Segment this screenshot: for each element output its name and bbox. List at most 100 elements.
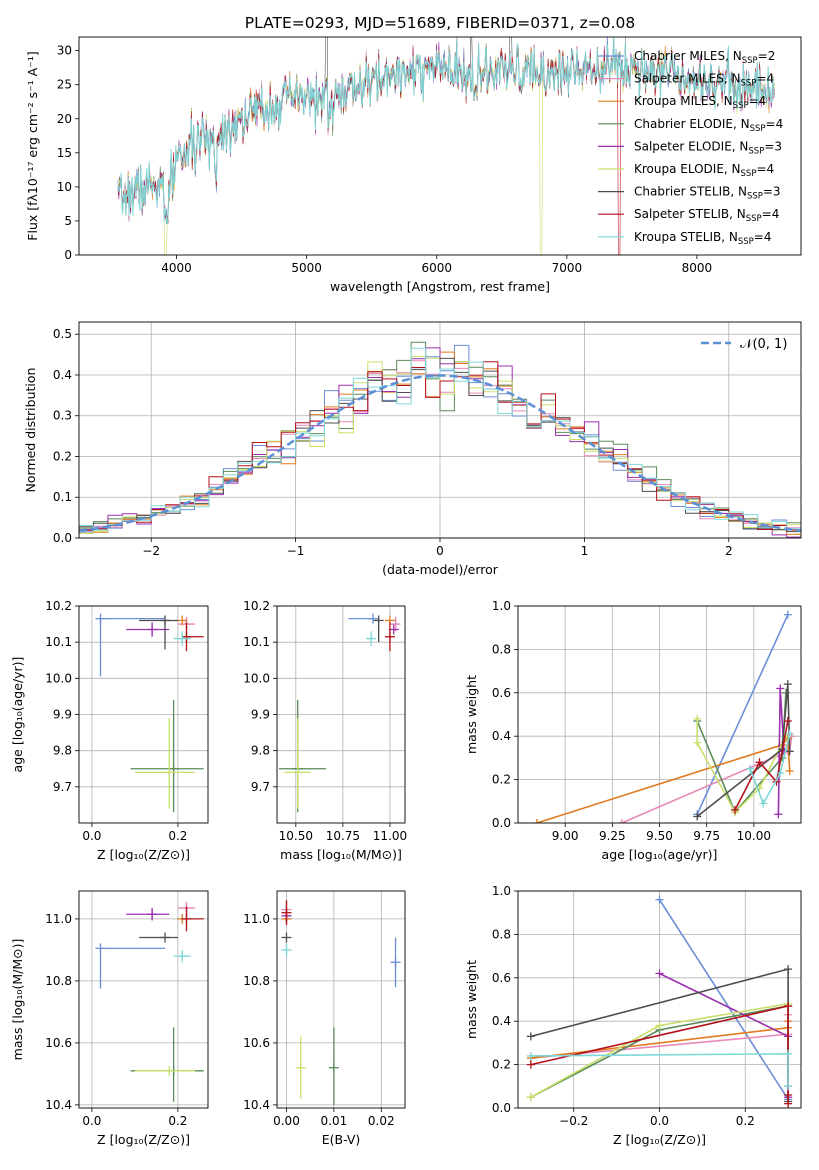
x-axis-label: mass [log₁₀(M/M⊙)] [280, 847, 402, 862]
legend-label-tail: =4 [756, 72, 774, 86]
x-tick-label: 1 [581, 544, 589, 558]
axes-frame [517, 605, 802, 824]
y-tick-label: 11.0 [243, 912, 270, 926]
weight-line-chabrier-elodie [696, 692, 787, 814]
legend-label-tail: =3 [763, 185, 781, 199]
x-tick-label: 0.2 [736, 1114, 755, 1128]
legend-label-sub: SSP [741, 79, 757, 89]
y-axis-label: mass [log₁₀(M/M⊙)] [10, 939, 25, 1061]
y-tick-label: 10.2 [45, 599, 72, 613]
x-tick-label: 6000 [421, 261, 452, 275]
plot-area [79, 341, 801, 538]
legend-label-tail: =4 [749, 94, 767, 108]
legend-label-tail: =2 [758, 49, 776, 63]
y-tick-label: 0.2 [53, 449, 72, 463]
y-tick-label: 0.5 [53, 327, 72, 341]
legend-label: Chabrier ELODIE, NSSP=4 [634, 117, 783, 134]
y-tick-label: 0.0 [53, 531, 72, 545]
legend-label-tail: =3 [764, 139, 782, 153]
y-tick-label: 1.0 [492, 599, 511, 613]
x-tick-label: 9.50 [646, 829, 673, 843]
x-tick-label: 9.00 [552, 829, 579, 843]
x-tick-label: −2 [142, 544, 160, 558]
x-tick-label: 0.00 [273, 1114, 300, 1128]
legend-label-main: Salpeter STELIB, N [634, 207, 746, 221]
y-tick-label: 10.6 [243, 1036, 270, 1050]
axes-frame [78, 36, 802, 256]
y-tick-label: 0.8 [492, 927, 511, 941]
y-tick-label: 15 [57, 146, 72, 160]
y-tick-label: 0.4 [53, 368, 72, 382]
y-tick-label: 0.0 [492, 816, 511, 830]
x-tick-label: 0.2 [168, 829, 187, 843]
age-vs-mass-chart: 10.50 10.75 11.00 9.7 9.8 9.9 10.0 10.1 10.2 mass… [243, 599, 407, 862]
errorbar-chabrier-elodie [130, 700, 204, 813]
errorbar-chabrier-miles [95, 943, 165, 989]
y-axis-label: Normed distribution [23, 368, 38, 493]
legend-label: Chabrier STELIB, NSSP=3 [634, 185, 781, 202]
errorbar-salpeter-stelib [181, 906, 204, 932]
age-vs-metallicity-chart: 0.0 0.2 9.7 9.8 9.9 10.0 10.1 10.2 Z [log₁₀(Z/Z⊙… [10, 599, 209, 862]
legend-label-tail: =4 [756, 162, 774, 176]
weight-line-chabrier-stelib [696, 684, 791, 818]
y-tick-label: 9.9 [53, 708, 72, 722]
figure-title: PLATE=0293, MJD=51689, FIBERID=0371, z=0… [245, 14, 635, 32]
y-tick-label: 0.0 [492, 1101, 511, 1115]
x-axis-label: age [log₁₀(age/yr)] [602, 847, 718, 862]
errorbar-chabrier-elodie [278, 700, 326, 813]
weight-line-kroupa-miles [536, 736, 791, 823]
legend-label: Salpeter ELODIE, NSSP=3 [634, 139, 782, 156]
errorbar-chabrier-miles [95, 613, 165, 677]
x-axis-label: (data-model)/error [382, 562, 499, 577]
errorbar-salpeter-elodie [126, 622, 170, 637]
y-axis-label: mass weight [464, 675, 479, 754]
axes-frame [276, 890, 406, 1109]
mass-vs-metallicity-chart: 0.0 0.2 10.4 10.6 10.8 11.0 Z [log₁₀(Z/Z⊙)] mas… [10, 890, 209, 1147]
legend-label-main: Kroupa STELIB, N [634, 230, 738, 244]
x-tick-label: 7000 [552, 261, 583, 275]
legend-label: Salpeter STELIB, NSSP=4 [634, 207, 779, 224]
y-tick-label: 0.3 [53, 409, 72, 423]
weight-line-kroupa-stelib [749, 733, 791, 806]
axes-frame [78, 321, 802, 539]
x-tick-label: 0.0 [650, 1114, 669, 1128]
gaussian-curve [79, 374, 801, 533]
y-tick-label: 30 [57, 44, 72, 58]
legend-label: Kroupa ELODIE, NSSP=4 [634, 162, 774, 179]
x-axis-label: wavelength [Angstrom, rest frame] [330, 279, 550, 294]
weight-line-chabrier-miles [696, 614, 789, 815]
y-tick-label: 0.6 [492, 686, 511, 700]
y-tick-label: 9.9 [251, 708, 270, 722]
errorbar-kroupa-elodie [295, 1036, 306, 1099]
x-tick-label: 0.02 [368, 1114, 395, 1128]
errorbar-kroupa-stelib [281, 943, 292, 957]
y-tick-label: 9.7 [251, 780, 270, 794]
legend-label-main: Salpeter ELODIE, N [634, 139, 748, 153]
legend-label-main: Kroupa MILES, N [634, 94, 733, 108]
y-tick-label: 1.0 [492, 884, 511, 898]
y-tick-label: 20 [57, 112, 72, 126]
legend-label-sub: SSP [733, 101, 749, 111]
legend-label-sub: SSP [738, 237, 754, 247]
y-tick-label: 0 [64, 248, 72, 262]
axes-frame [78, 890, 209, 1109]
errorbar-salpeter-stelib [181, 622, 204, 652]
residuals-histogram-chart: −2 −1 0 1 2 0.0 0.1 0.2 0.3 0.4 0.5 (data-model)/er… [23, 321, 802, 577]
x-axis-label: Z [log₁₀(Z/Z⊙)] [97, 1132, 190, 1147]
y-tick-label: 9.8 [251, 744, 270, 758]
legend-label: Salpeter MILES, NSSP=4 [634, 72, 774, 89]
y-tick-label: 0.1 [53, 490, 72, 504]
x-tick-label: 0 [436, 544, 444, 558]
y-tick-label: 10.0 [45, 671, 72, 685]
x-tick-label: 10.75 [326, 829, 360, 843]
x-tick-label: −0.2 [559, 1114, 588, 1128]
y-tick-label: 10.6 [45, 1036, 72, 1050]
y-axis-label: Flux [fλ10⁻¹⁷ erg cm⁻² s⁻¹ A⁻¹] [25, 51, 40, 240]
x-tick-label: 5000 [291, 261, 322, 275]
y-tick-label: 9.7 [53, 780, 72, 794]
x-tick-label: 11.00 [373, 829, 407, 843]
y-tick-label: 0.2 [492, 773, 511, 787]
legend-label: Chabrier MILES, NSSP=2 [634, 49, 775, 66]
errorbar-chabrier-stelib [373, 615, 384, 643]
